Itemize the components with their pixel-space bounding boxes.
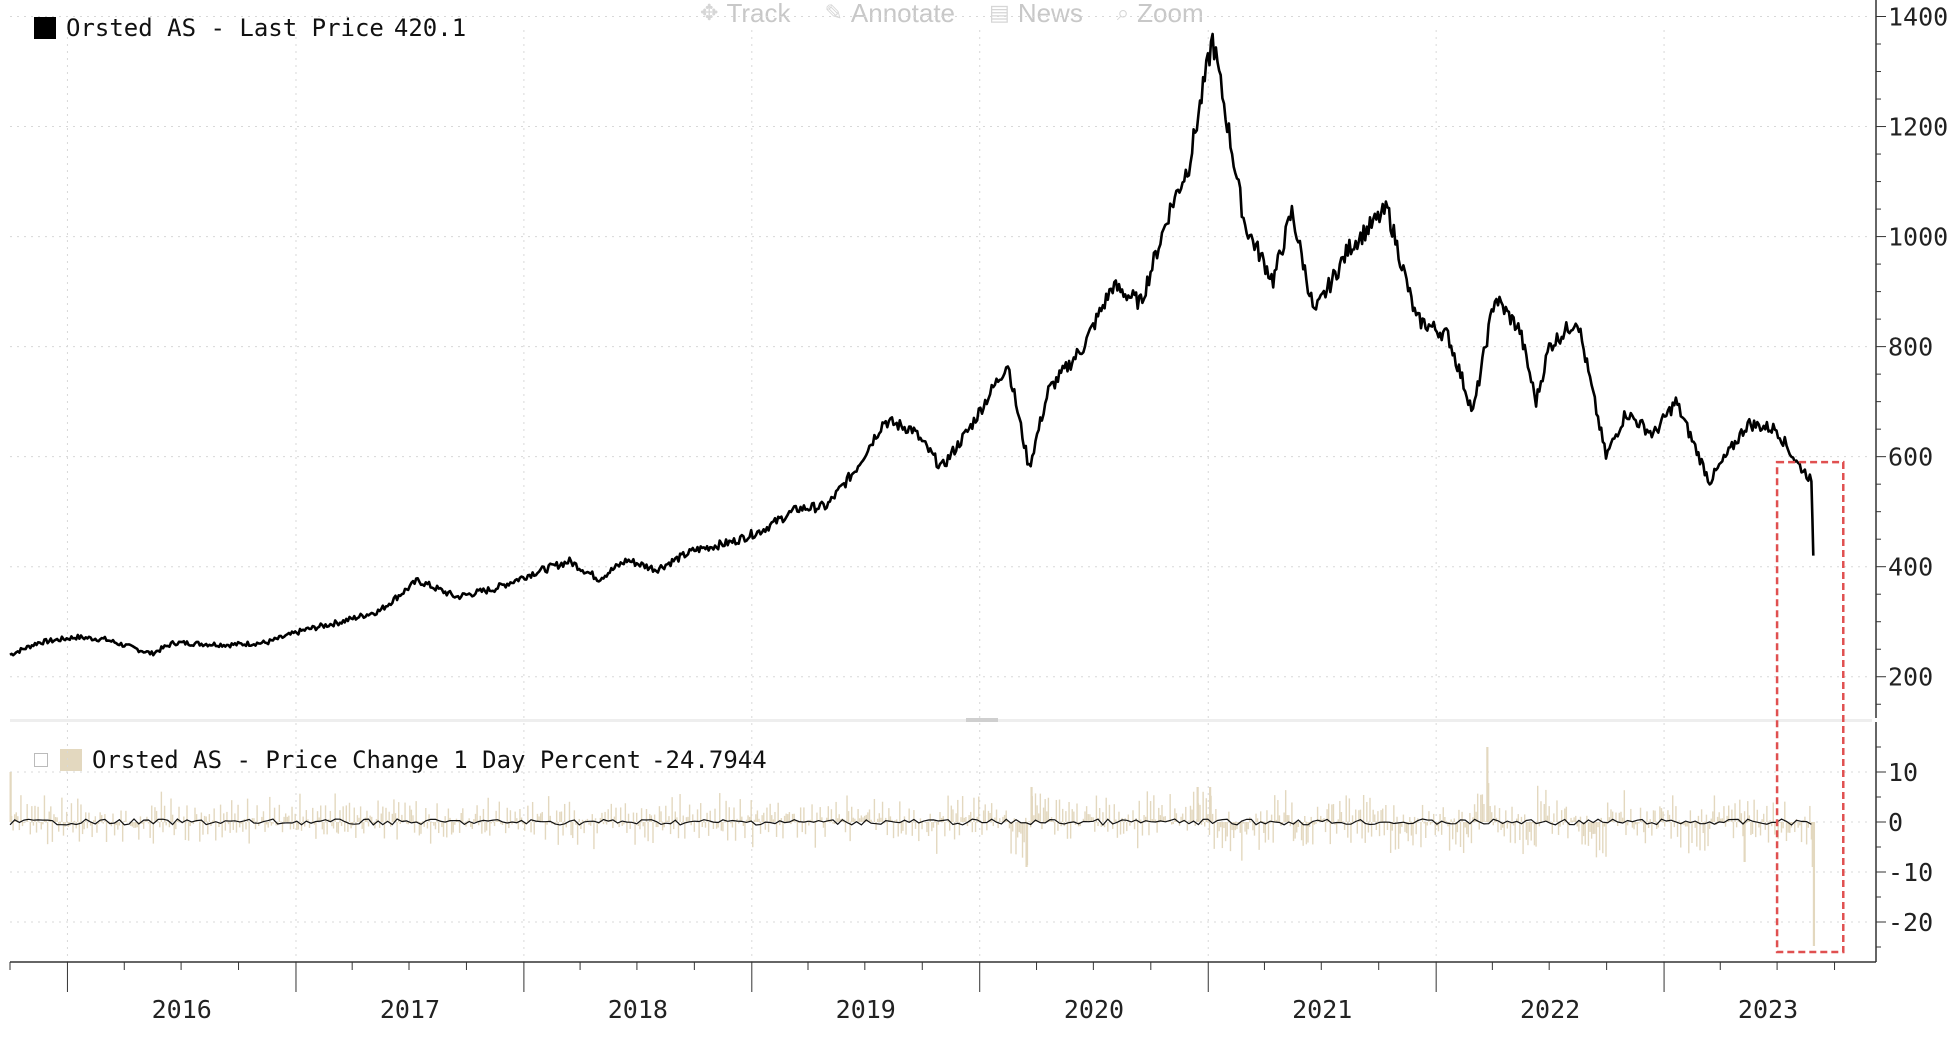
price-line (9, 32, 1815, 657)
track-tool[interactable]: ✥ Track (700, 0, 791, 28)
price-legend-label: Orsted AS - Last Price (66, 14, 384, 42)
change-y-tick-label: -20 (1888, 908, 1933, 937)
crosshair-icon: ✥ (700, 0, 719, 25)
track-label: Track (726, 0, 791, 28)
price-y-tick-label: 400 (1888, 553, 1933, 582)
zoom-label: Zoom (1137, 0, 1204, 28)
price-legend: Orsted AS - Last Price 420.1 (34, 14, 466, 42)
price-y-tick-label: 1400 (1888, 3, 1948, 32)
magnifier-icon: ⌕ (1116, 0, 1130, 25)
pane-divider (10, 719, 1872, 722)
change-legend-label: Orsted AS - Price Change 1 Day Percent (92, 746, 642, 774)
change-average-line (9, 818, 1812, 826)
price-y-tick-label: 600 (1888, 443, 1933, 472)
price-legend-value: 420.1 (393, 14, 467, 42)
chart-toolbar: ✥ Track ✎ Annotate ▤ News ⌕ Zoom (700, 0, 1204, 28)
news-label: News (1017, 0, 1083, 28)
change-legend-value: -24.7944 (651, 746, 767, 774)
price-y-tick-label: 200 (1888, 663, 1933, 692)
x-tick-label: 2018 (608, 995, 668, 1024)
change-legend: Orsted AS - Price Change 1 Day Percent -… (34, 746, 767, 774)
price-legend-swatch (34, 17, 56, 39)
annotate-label: Annotate (850, 0, 956, 28)
news-tool[interactable]: ▤ News (989, 0, 1083, 28)
collapse-icon[interactable] (34, 753, 48, 767)
change-y-tick-label: 10 (1888, 758, 1918, 787)
x-tick-label: 2023 (1738, 995, 1798, 1024)
x-tick-label: 2021 (1292, 995, 1352, 1024)
pencil-icon: ✎ (824, 0, 843, 25)
pane-resize-handle (966, 718, 998, 722)
x-tick-label: 2019 (836, 995, 896, 1024)
change-legend-swatch (60, 749, 82, 771)
zoom-tool[interactable]: ⌕ Zoom (1116, 0, 1204, 28)
price-y-tick-label: 800 (1888, 333, 1933, 362)
x-tick-label: 2016 (152, 995, 212, 1024)
change-y-tick-label: 0 (1888, 808, 1903, 837)
x-tick-label: 2022 (1520, 995, 1580, 1024)
change-y-tick-label: -10 (1888, 858, 1933, 887)
highlight-box (1775, 460, 1845, 954)
price-y-tick-label: 1200 (1888, 113, 1948, 142)
news-icon: ▤ (989, 0, 1010, 25)
annotate-tool[interactable]: ✎ Annotate (824, 0, 956, 28)
price-y-tick-label: 1000 (1888, 223, 1948, 252)
x-tick-label: 2017 (380, 995, 440, 1024)
x-tick-label: 2020 (1064, 995, 1124, 1024)
